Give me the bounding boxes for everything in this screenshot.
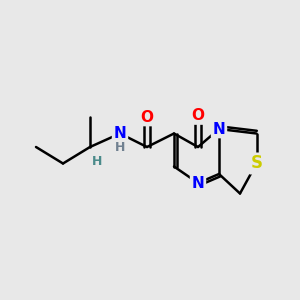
Text: N: N [114,126,126,141]
Text: N: N [213,122,225,136]
Text: N: N [192,176,204,190]
Text: O: O [140,110,154,124]
Text: H: H [92,155,102,168]
Text: H: H [115,141,125,154]
Text: O: O [191,108,205,123]
Text: S: S [250,154,262,172]
